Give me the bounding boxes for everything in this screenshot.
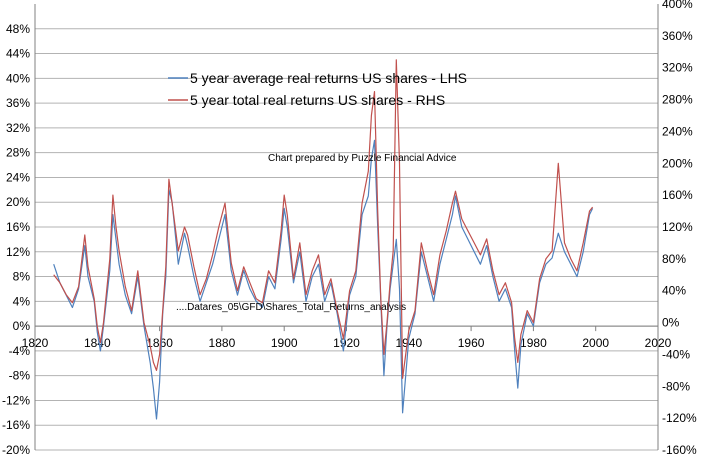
right-axis-tick-label: -160%: [662, 443, 697, 457]
x-axis-tick-label: 1960: [458, 336, 485, 350]
legend-label-series-1: 5 year average real returns US shares - …: [190, 70, 467, 86]
left-axis-tick-label: 32%: [6, 121, 30, 135]
left-axis-tick-label: -12%: [2, 393, 30, 407]
left-axis-tick-label: 24%: [6, 170, 30, 184]
series-line-2: [53, 59, 594, 379]
right-axis-tick-label: 360%: [662, 29, 693, 43]
left-axis-tick-label: 28%: [6, 146, 30, 160]
right-axis-tick-label: 40%: [662, 284, 686, 298]
right-axis-tick-label: 120%: [662, 220, 693, 234]
x-axis-tick-label: 1860: [146, 336, 173, 350]
left-axis-tick-label: 20%: [6, 195, 30, 209]
x-axis-tick-label: 1880: [209, 336, 236, 350]
series-line-1: [53, 139, 594, 420]
right-axis-tick-label: -40%: [662, 347, 690, 361]
left-axis-tick-label: 40%: [6, 71, 30, 85]
right-axis-tick-label: 320%: [662, 61, 693, 75]
x-axis-tick-label: 1840: [84, 336, 111, 350]
x-axis-tick-label: 2000: [582, 336, 609, 350]
left-axis-tick-label: 8%: [13, 270, 31, 284]
left-axis-tick-label: 12%: [6, 245, 30, 259]
series-group: [53, 59, 594, 420]
right-axis-tick-label: 400%: [662, 0, 693, 11]
left-axis-tick-label: -8%: [9, 369, 31, 383]
left-axis-tick-label: 16%: [6, 220, 30, 234]
chart-credit-note: Chart prepared by Puzzle Financial Advic…: [268, 153, 457, 164]
right-axis-tick-label: 80%: [662, 252, 686, 266]
legend: 5 year average real returns US shares - …: [168, 70, 467, 108]
left-axis-tick-label: 44%: [6, 47, 30, 61]
right-axis-tick-labels: -160% -120% -80% -40% 0% 40% 80% 120% 160% 200% 24…: [662, 0, 697, 457]
right-axis-tick-label: 240%: [662, 124, 693, 138]
right-axis-tick-label: 280%: [662, 93, 693, 107]
x-axis-tick-label: 1920: [333, 336, 360, 350]
data-source-note: ....Datares_05\GFD\Shares_Total_Returns_…: [176, 302, 406, 313]
right-axis-tick-label: 160%: [662, 188, 693, 202]
left-axis-tick-label: -4%: [9, 344, 31, 358]
left-axis-tick-label: 0%: [13, 319, 31, 333]
left-axis-tick-label: -20%: [2, 443, 30, 457]
right-axis-tick-label: 0%: [662, 316, 680, 330]
left-axis-tick-labels: -20% -16% -12% -8% -4% 0% 4% 8% 12% 16% 20% 24% 28% 3…: [2, 22, 30, 457]
x-axis-tick-labels: 1820 1840 1860 1880 1900 1920 1940 1960 1980 2000…: [22, 336, 672, 350]
left-axis-tick-label: 36%: [6, 96, 30, 110]
x-axis-tick-label: 1980: [520, 336, 547, 350]
right-axis-tick-label: 200%: [662, 156, 693, 170]
legend-label-series-2: 5 year total real returns US shares - RH…: [190, 92, 445, 108]
left-axis-tick-label: -16%: [2, 418, 30, 432]
x-axis-tick-label: 1900: [271, 336, 298, 350]
right-axis-tick-label: -80%: [662, 379, 690, 393]
right-axis-tick-label: -120%: [662, 411, 697, 425]
left-axis-tick-label: 48%: [6, 22, 30, 36]
left-axis-tick-label: 4%: [13, 294, 31, 308]
